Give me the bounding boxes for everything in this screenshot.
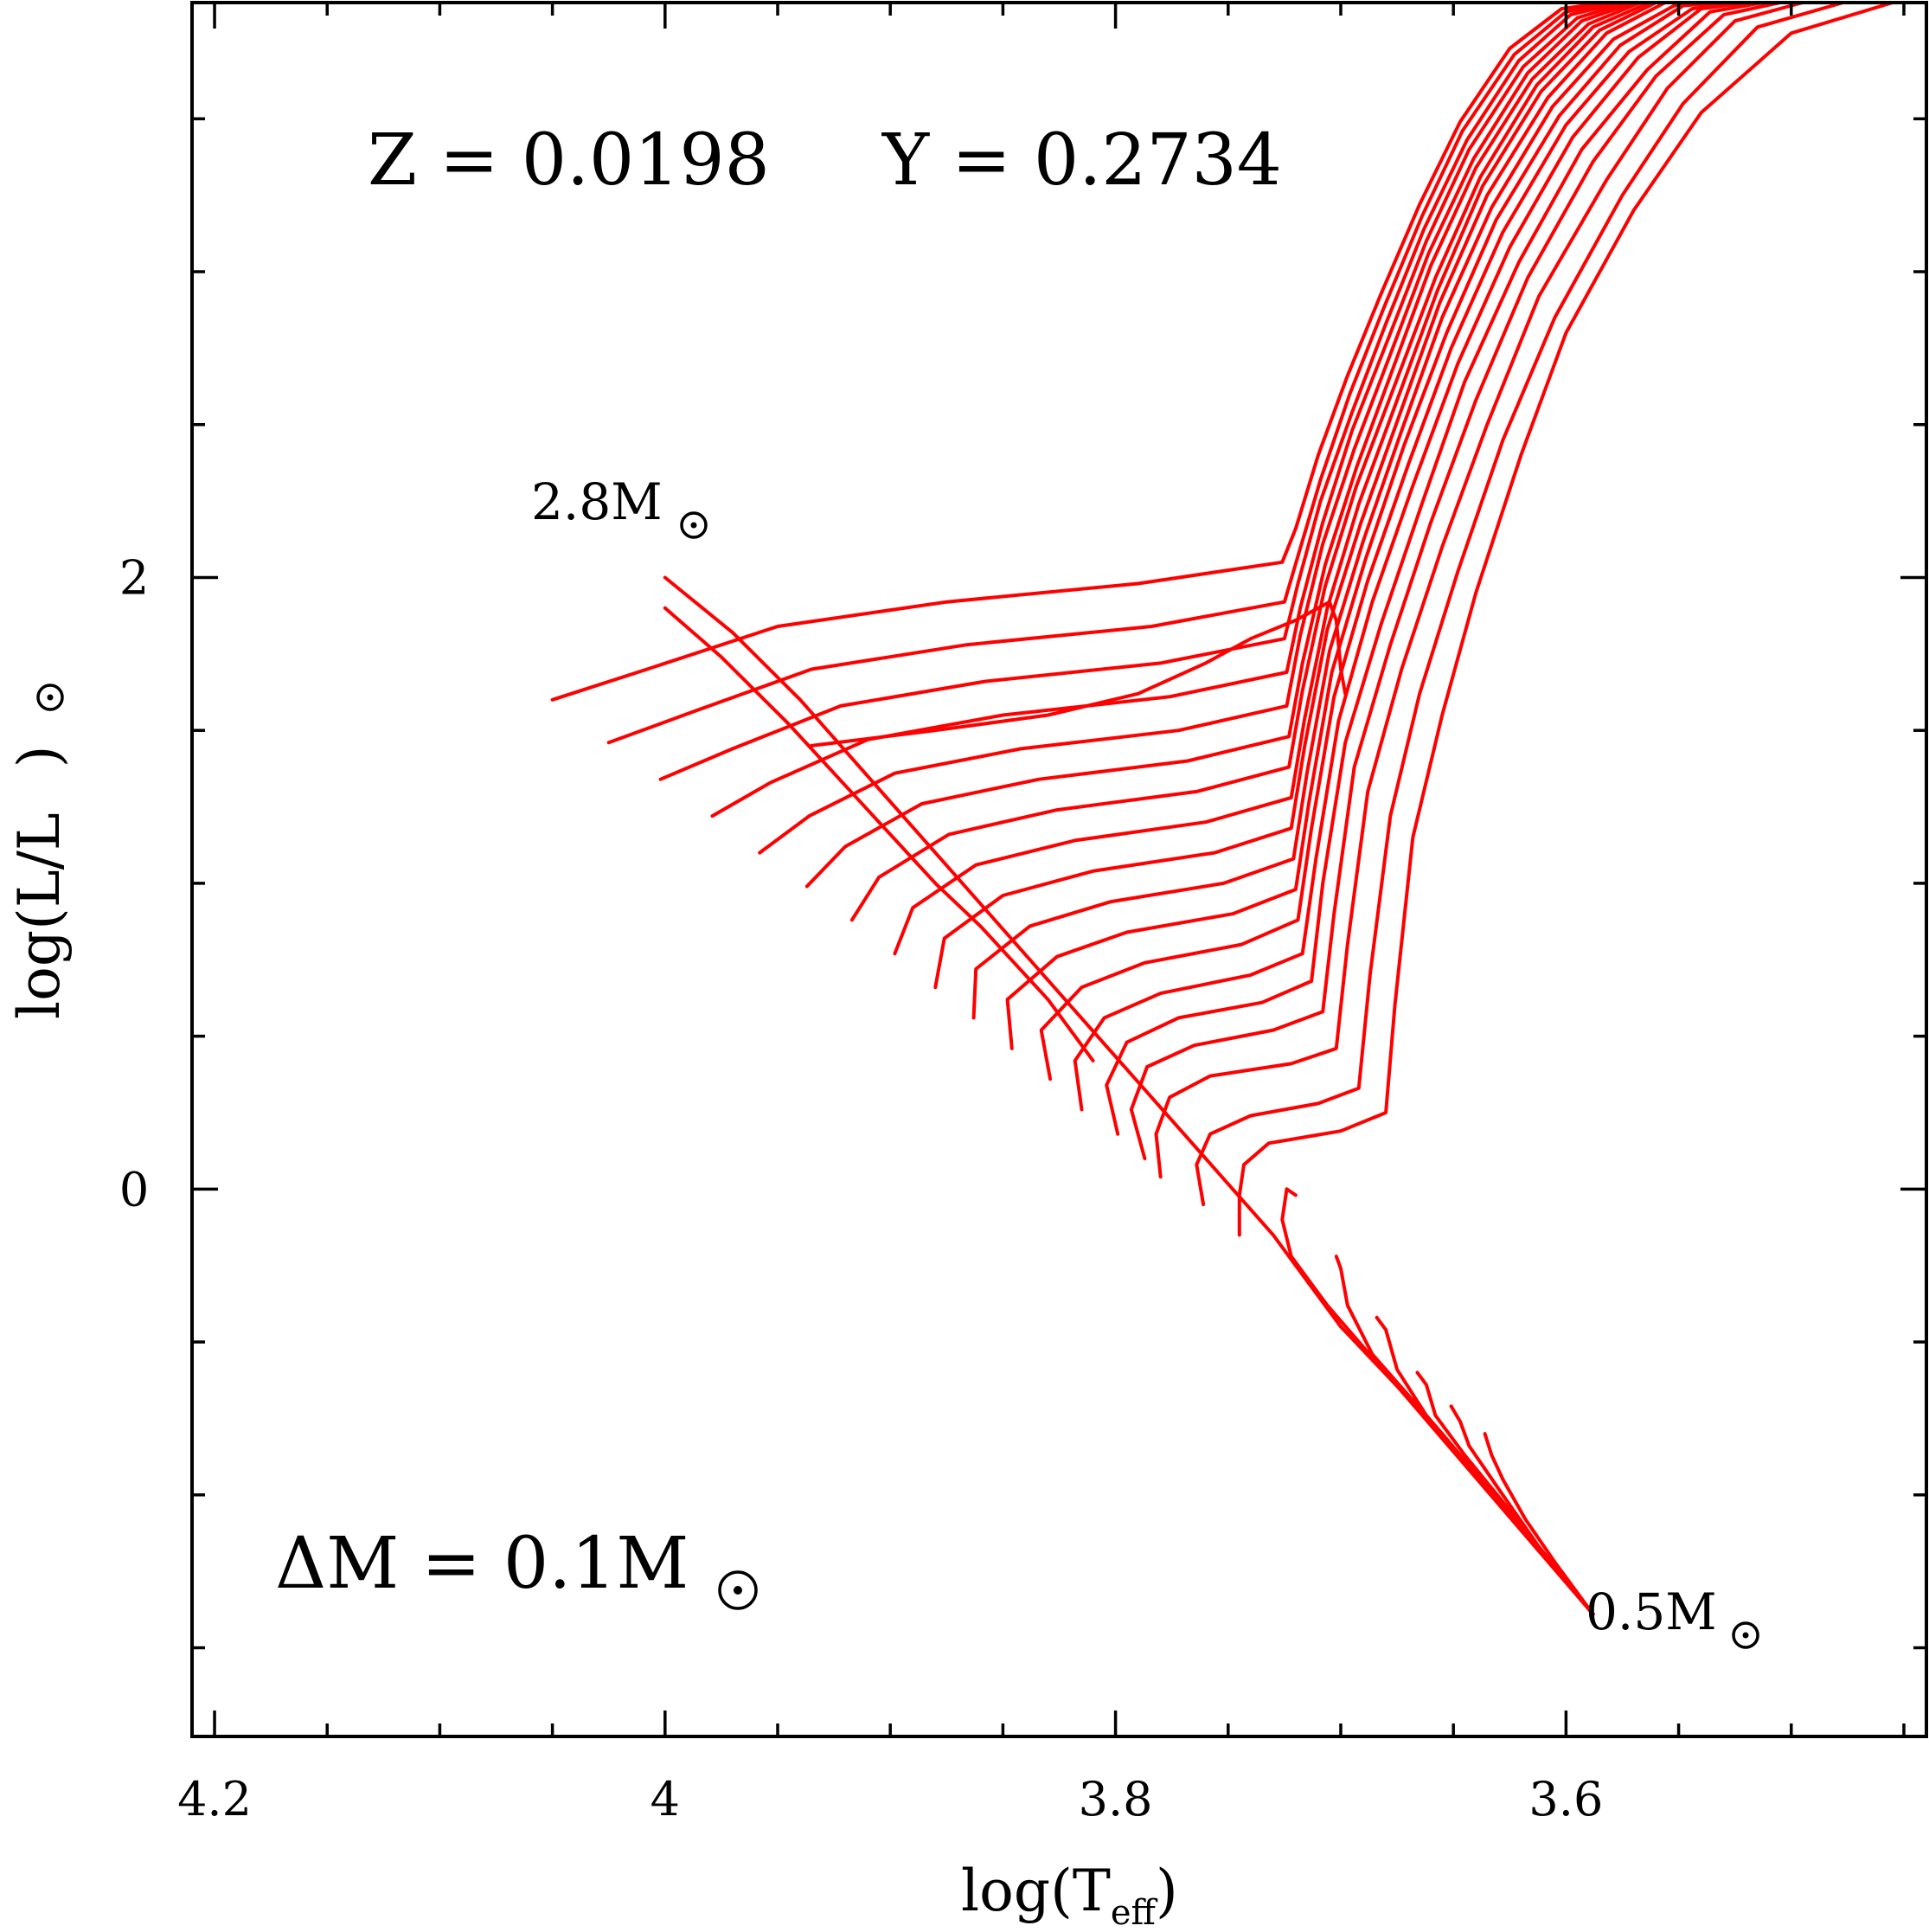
axis-tick-labels: 4.2 4 3.8 3.6 0 2 bbox=[119, 550, 1604, 1826]
y-tick-label: 0 bbox=[119, 1162, 149, 1216]
track-zams bbox=[663, 575, 1595, 1616]
track-2-6m bbox=[658, 1, 1647, 781]
track-1-9m bbox=[971, 1, 1714, 1020]
track-2-5m bbox=[710, 1, 1656, 818]
top-mass-label: 2.8M bbox=[531, 472, 708, 539]
sun-symbol-icon bbox=[680, 511, 708, 539]
y-tick-label: 2 bbox=[119, 550, 149, 605]
axis-ticks bbox=[192, 3, 1926, 1736]
track-0-7m bbox=[1415, 1370, 1595, 1616]
y-axis-label-close: ) bbox=[6, 746, 73, 768]
sun-symbol-icon bbox=[718, 1570, 758, 1610]
y-axis-label: log(L/L) bbox=[6, 684, 73, 1019]
evolutionary-tracks bbox=[550, 1, 1894, 1616]
track-2-8m-blue-loop bbox=[810, 600, 1348, 748]
track-2-0m bbox=[933, 1, 1703, 990]
track-1-8m bbox=[1005, 1, 1726, 1050]
x-tick-label: 4 bbox=[650, 1772, 680, 1826]
x-axis-label-main: log(T bbox=[961, 1858, 1111, 1924]
x-tick-label: 4.2 bbox=[177, 1772, 252, 1826]
x-tick-label: 3.8 bbox=[1079, 1772, 1153, 1826]
x-tick-label: 3.6 bbox=[1528, 1772, 1603, 1826]
bottom-mass-text: 0.5M bbox=[1586, 1582, 1717, 1641]
track-1-4m bbox=[1129, 1, 1782, 1160]
track-2-7m bbox=[606, 1, 1640, 745]
track-1-1m bbox=[1237, 1, 1894, 1237]
x-axis-label: log(Teff) bbox=[961, 1858, 1178, 1932]
y-axis-label-text: log(L/L) bbox=[6, 746, 73, 1019]
x-axis-label-close: ) bbox=[1156, 1858, 1178, 1924]
track-2-3m bbox=[804, 1, 1674, 889]
mass-step-text: ΔM = 0.1M bbox=[275, 1523, 689, 1605]
track-1-6m bbox=[1073, 1, 1751, 1112]
y-axis-label-main: log(L/L bbox=[6, 812, 73, 1019]
composition-annotation: Z = 0.0198 Y = 0.2734 bbox=[368, 119, 1282, 202]
track-1-2m bbox=[1195, 1, 1845, 1206]
track-1-3m bbox=[1154, 1, 1804, 1179]
sun-symbol-icon bbox=[1732, 1621, 1759, 1649]
track-2-8m bbox=[550, 1, 1631, 702]
track-1-7m bbox=[1039, 1, 1737, 1082]
sun-symbol-icon bbox=[36, 684, 64, 711]
track-2-1m bbox=[893, 1, 1692, 956]
bottom-mass-label: 0.5M bbox=[1586, 1582, 1759, 1649]
plot-frame bbox=[190, 1, 1928, 1738]
x-axis-label-subscript: eff bbox=[1111, 1893, 1158, 1932]
track-1-5m bbox=[1105, 1, 1766, 1136]
track-tams bbox=[663, 606, 1095, 1062]
track-2-4m bbox=[758, 1, 1665, 855]
track-2-2m bbox=[849, 1, 1683, 922]
mass-step-annotation: ΔM = 0.1M bbox=[275, 1523, 758, 1610]
top-mass-text: 2.8M bbox=[531, 472, 663, 531]
track-0-5m bbox=[1483, 1432, 1595, 1616]
